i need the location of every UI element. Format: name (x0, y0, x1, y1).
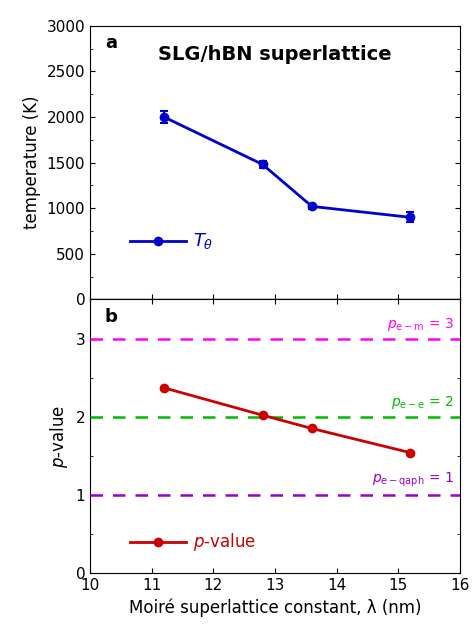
Text: a: a (105, 34, 117, 52)
Text: SLG/hBN superlattice: SLG/hBN superlattice (158, 45, 392, 64)
Text: $p_{\mathrm{e-m}}$ = 3: $p_{\mathrm{e-m}}$ = 3 (387, 316, 454, 333)
X-axis label: Moiré superlattice constant, λ (nm): Moiré superlattice constant, λ (nm) (128, 598, 421, 617)
Text: $T_{\theta}$: $T_{\theta}$ (193, 231, 213, 251)
Text: $p_{\mathrm{e-e}}$ = 2: $p_{\mathrm{e-e}}$ = 2 (391, 394, 454, 412)
Y-axis label: temperature (K): temperature (K) (23, 96, 41, 229)
Text: $p_{\mathrm{e-qaph}}$ = 1: $p_{\mathrm{e-qaph}}$ = 1 (372, 471, 454, 489)
Text: $p$-value: $p$-value (193, 531, 256, 553)
Text: b: b (105, 308, 118, 326)
Y-axis label: $p$-value: $p$-value (48, 405, 70, 468)
